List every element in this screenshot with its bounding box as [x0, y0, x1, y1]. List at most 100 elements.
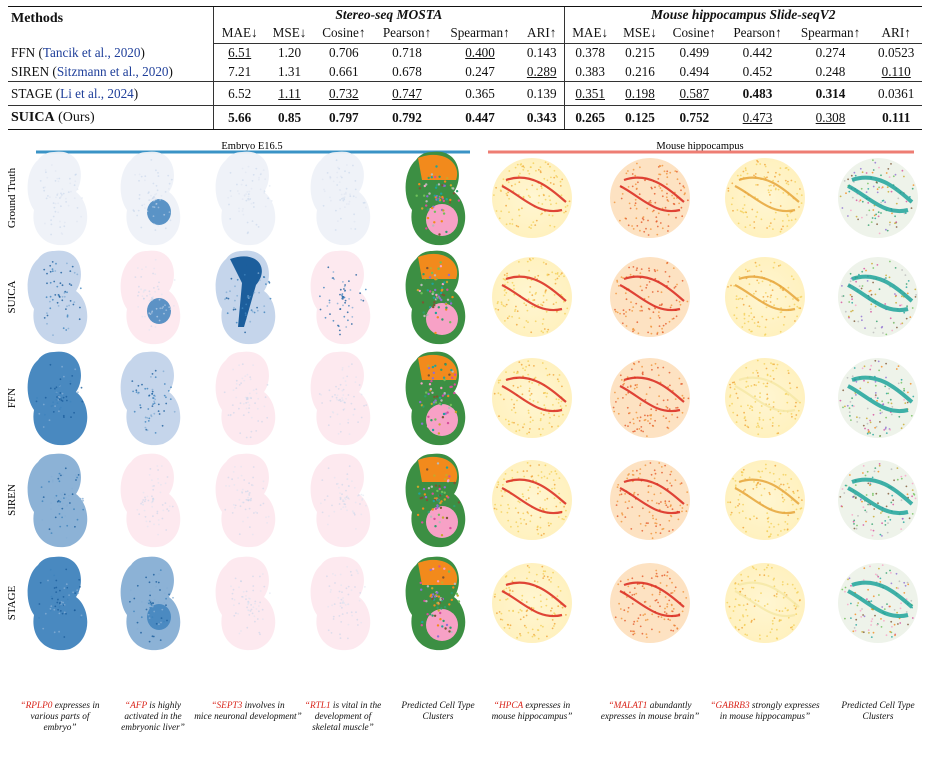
- caption-quote: “: [305, 701, 310, 711]
- metric-value-text: 0.248: [815, 63, 846, 79]
- expression-dot: [173, 410, 176, 413]
- expression-dot: [347, 421, 350, 424]
- expression-dot: [42, 426, 45, 428]
- expression-dot: [647, 491, 650, 494]
- method-citation[interactable]: Tancik et al., 2020: [42, 45, 141, 60]
- expression-dot: [759, 163, 762, 165]
- expression-dot: [550, 576, 553, 579]
- expression-dot: [542, 261, 545, 264]
- expression-dot: [678, 182, 681, 185]
- expression-dot: [493, 194, 495, 196]
- expression-dot: [799, 307, 802, 309]
- expression-dot: [674, 479, 677, 481]
- expression-dot: [663, 611, 666, 613]
- expression-dot: [543, 575, 546, 578]
- expression-dot: [631, 368, 633, 371]
- expression-dot: [42, 403, 45, 406]
- expression-dot: [670, 603, 673, 606]
- expression-dot: [782, 500, 785, 503]
- expression-dot: [614, 616, 617, 619]
- expression-dot: [505, 587, 508, 590]
- expression-dot: [867, 381, 869, 384]
- expression-dot: [854, 174, 857, 177]
- expression-dot: [755, 290, 757, 293]
- expression-dot: [353, 408, 356, 411]
- expression-dot: [871, 217, 874, 219]
- expression-dot: [501, 618, 504, 621]
- cluster-dot: [434, 399, 437, 402]
- expression-dot: [129, 589, 132, 592]
- expression-dot: [904, 274, 907, 276]
- expression-dot: [141, 383, 143, 386]
- expression-dot: [168, 306, 171, 308]
- expression-dot: [621, 512, 623, 515]
- expression-dot: [686, 504, 689, 506]
- expression-dot: [526, 260, 529, 263]
- expression-dot: [225, 291, 228, 294]
- expression-dot: [165, 529, 168, 531]
- cluster-dot: [425, 498, 429, 502]
- expression-dot: [783, 498, 786, 501]
- expression-dot: [668, 275, 671, 278]
- metric-value: 0.365: [440, 81, 520, 106]
- expression-dot: [504, 473, 507, 475]
- cluster-dot: [422, 311, 425, 314]
- expression-dot: [896, 478, 899, 481]
- expression-dot: [347, 394, 350, 396]
- expression-dot: [743, 204, 746, 206]
- expression-dot: [767, 575, 770, 577]
- expression-dot: [859, 609, 862, 612]
- expression-dot: [65, 612, 67, 615]
- expression-dot: [855, 394, 857, 396]
- expression-dot: [342, 199, 345, 202]
- expression-dot: [753, 322, 756, 324]
- expression-dot: [341, 367, 344, 369]
- expression-dot: [71, 375, 74, 377]
- expression-dot: [151, 299, 154, 301]
- caption-text: strongly expresses: [750, 701, 820, 711]
- expression-dot: [735, 295, 738, 297]
- expression-dot: [885, 634, 888, 637]
- expression-dot: [912, 184, 915, 186]
- expression-dot: [885, 426, 887, 429]
- expression-dot: [738, 276, 741, 278]
- expression-dot: [855, 624, 858, 626]
- expression-dot: [667, 386, 670, 388]
- expression-dot: [666, 479, 668, 482]
- expression-dot: [905, 485, 908, 488]
- figure-cell-1-2: [215, 250, 276, 345]
- expression-dot: [905, 283, 908, 285]
- expression-dot: [152, 296, 155, 298]
- metric-value: 5.66: [213, 105, 266, 130]
- expression-dot: [149, 293, 151, 296]
- expression-dot: [157, 175, 160, 177]
- expression-dot: [734, 506, 737, 509]
- expression-dot: [534, 320, 537, 323]
- expression-dot: [69, 502, 71, 504]
- expression-dot: [158, 298, 161, 301]
- metric-value-text: 0.499: [679, 45, 710, 61]
- expression-dot: [245, 490, 247, 493]
- expression-dot: [784, 607, 787, 610]
- expression-dot: [328, 299, 331, 302]
- expression-dot: [60, 474, 62, 477]
- expression-dot: [665, 504, 668, 507]
- expression-dot: [894, 222, 896, 225]
- expression-dot: [642, 218, 645, 221]
- expression-dot: [789, 387, 792, 390]
- expression-dot: [885, 392, 888, 395]
- expression-dot: [654, 522, 657, 524]
- expression-dot: [680, 189, 682, 192]
- metric-value-text: 0.85: [277, 109, 302, 125]
- expression-dot: [540, 185, 543, 188]
- cluster-dot: [432, 303, 436, 307]
- method-citation[interactable]: Sitzmann et al., 2020: [56, 63, 169, 79]
- method-citation[interactable]: Li et al., 2024: [60, 85, 134, 101]
- expression-dot: [887, 522, 889, 524]
- cluster-dot: [440, 534, 444, 537]
- expression-dot: [549, 199, 551, 202]
- expression-dot: [869, 481, 872, 484]
- expression-dot: [731, 182, 734, 185]
- expression-dot: [885, 362, 887, 365]
- expression-dot: [527, 298, 530, 301]
